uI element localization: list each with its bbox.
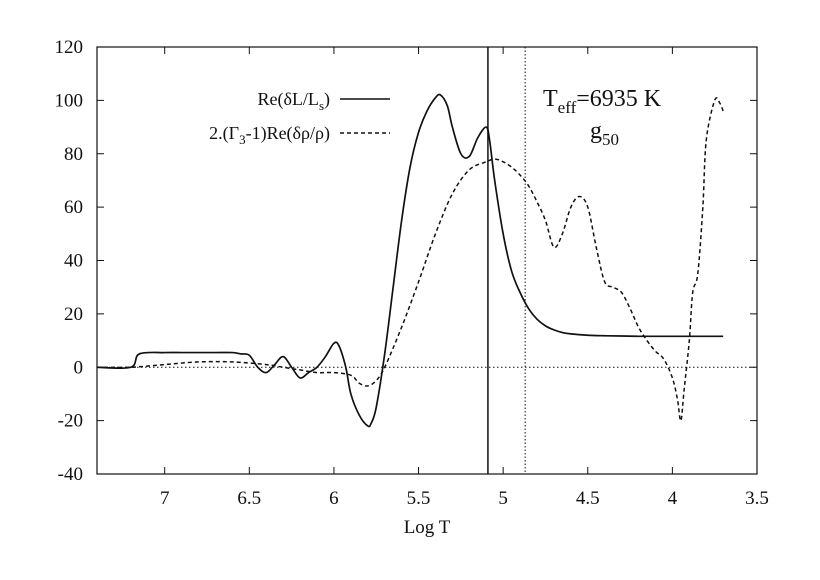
x-tick-label: 4.5 — [576, 488, 600, 509]
y-tick-label: -40 — [58, 464, 83, 485]
y-tick-label: 20 — [64, 304, 83, 325]
y-tick-label: 80 — [64, 144, 83, 165]
teff-label: Teff=6935 K — [543, 86, 662, 117]
y-tick-label: 120 — [55, 37, 84, 58]
x-tick-label: 5 — [498, 488, 508, 509]
x-tick-label: 6.5 — [237, 488, 261, 509]
x-tick-label: 6 — [329, 488, 339, 509]
y-tick-label: 100 — [55, 90, 84, 111]
x-tick-label: 5.5 — [407, 488, 431, 509]
x-axis-title: Log T — [404, 517, 451, 538]
x-tick-label: 3.5 — [745, 488, 769, 509]
series-line-2 — [96, 97, 724, 422]
legend: Re(δL/Ls) 2.(Γ3-1)Re(δρ/ρ) — [209, 89, 390, 147]
x-tick-label: 7 — [160, 488, 170, 509]
axis-tick-labels: 7 6.5 6 5.5 5 4.5 4 3.5 -40 -20 0 20 40 60 80 100 120 — [55, 37, 769, 509]
series-line-1 — [96, 93, 724, 428]
y-tick-label: 60 — [64, 197, 83, 218]
teff-annotation: Teff=6935 K g50 — [543, 86, 662, 149]
y-tick-label: 0 — [74, 357, 84, 378]
legend-label-series-2: 2.(Γ3-1)Re(δρ/ρ) — [209, 123, 330, 147]
y-tick-label: 40 — [64, 251, 83, 272]
x-tick-label: 4 — [668, 488, 678, 509]
reference-lines — [97, 47, 757, 474]
y-tick-label: -20 — [58, 411, 83, 432]
series-lines — [96, 93, 724, 428]
legend-label-series-1: Re(δL/Ls) — [257, 89, 330, 113]
g-label: g50 — [590, 118, 619, 149]
